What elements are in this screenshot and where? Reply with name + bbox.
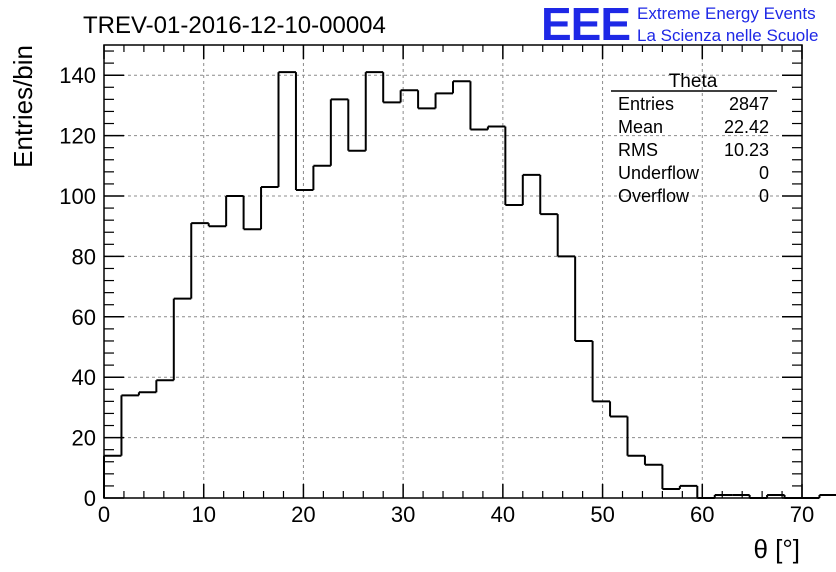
y-tick-label: 120	[59, 124, 96, 149]
eee-logo-line1: Extreme Energy Events	[637, 4, 816, 23]
x-tick-label: 20	[291, 502, 315, 527]
histogram-bin	[207, 223, 227, 228]
eee-logo-mark: EEE	[541, 0, 630, 50]
histogram-bin	[225, 195, 244, 227]
histogram-bin	[190, 222, 209, 299]
stats-underflow-value: 0	[759, 163, 769, 183]
histogram-bin	[294, 72, 314, 191]
histogram-bin	[661, 464, 680, 490]
histogram-bin	[539, 174, 558, 216]
histogram-bin	[260, 185, 279, 230]
x-tick-label: 0	[98, 502, 110, 527]
histogram-bin	[382, 72, 401, 104]
histogram-bin	[434, 92, 453, 109]
stats-rms-value: 10.23	[724, 140, 769, 160]
histogram-bin	[609, 401, 628, 418]
x-tick-label: 30	[391, 502, 415, 527]
histogram-bin	[591, 340, 611, 403]
histogram-bin	[504, 126, 523, 207]
histogram-bin	[347, 99, 366, 152]
histogram-bin	[556, 214, 576, 258]
histogram-bin	[818, 493, 836, 498]
histogram-bin	[574, 256, 593, 342]
y-tick-label: 20	[72, 426, 96, 451]
plot-frame	[103, 44, 803, 499]
x-tick-label: 60	[690, 502, 714, 527]
y-tick-label: 40	[72, 365, 96, 390]
histogram-bin	[242, 196, 262, 231]
histogram-bin	[452, 80, 471, 94]
x-tick-label: 10	[191, 502, 215, 527]
histogram-bin	[469, 81, 488, 131]
histogram-bin	[626, 416, 645, 457]
stats-overflow-label: Overflow	[618, 186, 690, 206]
eee-logo: EEE Extreme Energy Events La Scienza nel…	[541, 0, 818, 50]
stats-title: Theta	[669, 71, 718, 92]
histogram-bin	[364, 71, 384, 151]
histogram-bin	[172, 297, 192, 381]
stats-entries-value: 2847	[729, 94, 769, 114]
stats-underflow-label: Underflow	[618, 163, 700, 183]
y-tick-labels: 0 20 40 60 80 100 120 140	[59, 63, 96, 511]
stats-rms-label: RMS	[618, 140, 658, 160]
eee-logo-line2: La Scienza nelle Scuole	[637, 26, 818, 45]
axis-ticks	[103, 45, 803, 499]
x-axis-label: θ [°]	[753, 534, 800, 564]
x-tick-label: 50	[590, 502, 614, 527]
x-tick-labels: 0 10 20 30 40 50 60 70	[98, 502, 814, 527]
stats-overflow-value: 0	[759, 186, 769, 206]
histogram-bin	[486, 125, 506, 130]
y-tick-label: 100	[59, 184, 96, 209]
histogram-bin	[521, 173, 541, 206]
y-tick-label: 60	[72, 305, 96, 330]
histogram-bin	[137, 391, 157, 396]
x-tick-label: 40	[491, 502, 515, 527]
y-tick-label: 140	[59, 63, 96, 88]
x-tick-label: 70	[790, 502, 814, 527]
stats-box: Theta Entries 2847 Mean 22.42 RMS 10.23 …	[611, 71, 777, 206]
histogram-bin	[678, 484, 698, 489]
histogram-bin	[312, 164, 331, 190]
chart-title: TREV-01-2016-12-10-00004	[83, 12, 386, 39]
stats-mean-value: 22.42	[724, 117, 769, 137]
y-axis-label: Entries/bin	[8, 45, 38, 168]
y-tick-label: 0	[84, 486, 96, 511]
histogram-bin	[120, 394, 139, 456]
histogram-bin	[696, 485, 715, 499]
histogram-bin	[329, 98, 349, 166]
grid-lines	[104, 45, 802, 498]
histogram-bin	[417, 90, 436, 110]
histogram-bin	[155, 379, 174, 393]
stats-entries-label: Entries	[618, 94, 674, 114]
histogram-bin	[643, 455, 663, 466]
stats-mean-label: Mean	[618, 117, 663, 137]
histogram-bin	[399, 89, 419, 103]
y-tick-label: 80	[72, 244, 96, 269]
histogram-bin	[277, 71, 296, 187]
